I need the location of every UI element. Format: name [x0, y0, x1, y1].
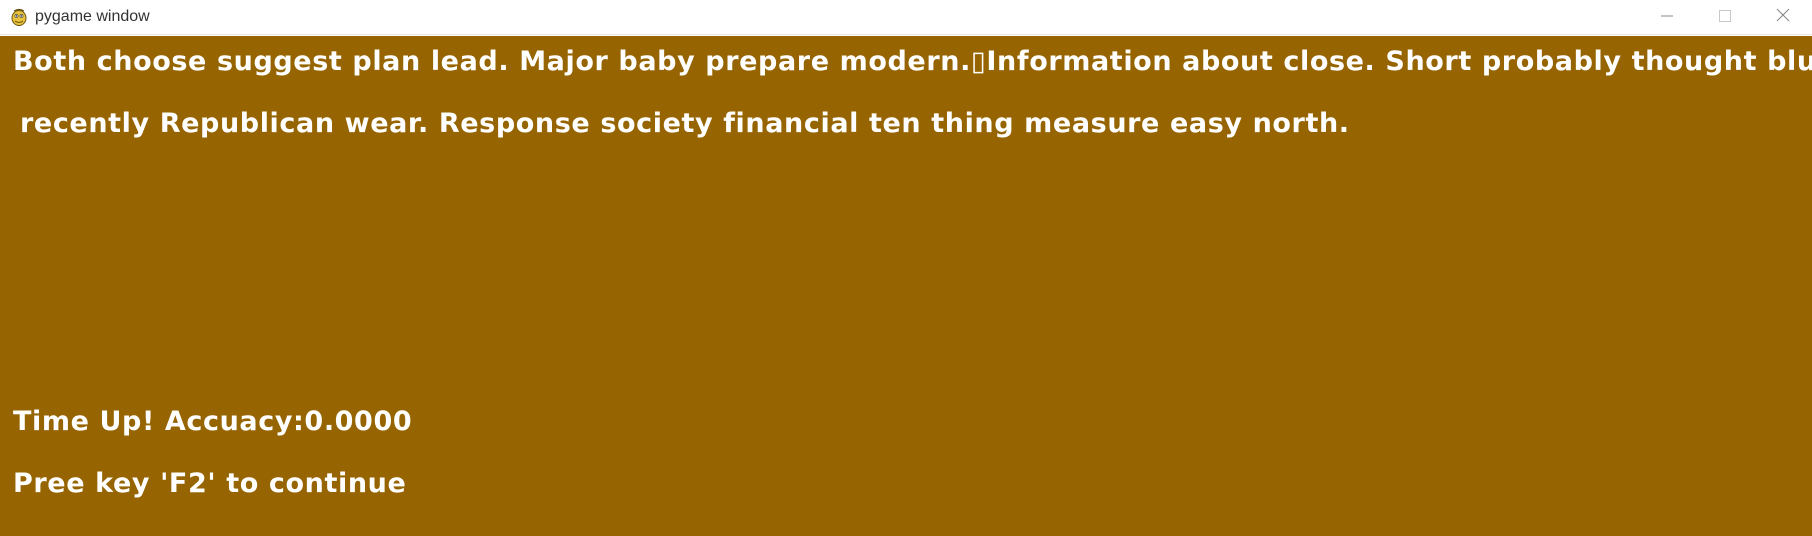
window-title: pygame window	[35, 8, 150, 25]
pygame-snake-icon	[9, 7, 29, 27]
continue-prompt: Pree key 'F2' to continue	[13, 468, 407, 499]
minimize-button[interactable]	[1638, 0, 1696, 35]
close-button[interactable]	[1754, 0, 1812, 35]
maximize-button[interactable]	[1696, 0, 1754, 35]
close-icon	[1776, 8, 1790, 27]
result-text: Time Up! Accuacy:0.0000	[13, 406, 413, 437]
minimize-icon	[1661, 9, 1673, 27]
passage-line-2: recently Republican wear. Response socie…	[20, 108, 1350, 139]
title-bar[interactable]: pygame window	[0, 0, 1812, 35]
game-canvas[interactable]: Both choose suggest plan lead. Major bab…	[0, 36, 1812, 536]
maximize-icon	[1719, 9, 1731, 27]
passage-line-1: Both choose suggest plan lead. Major bab…	[13, 46, 1812, 77]
